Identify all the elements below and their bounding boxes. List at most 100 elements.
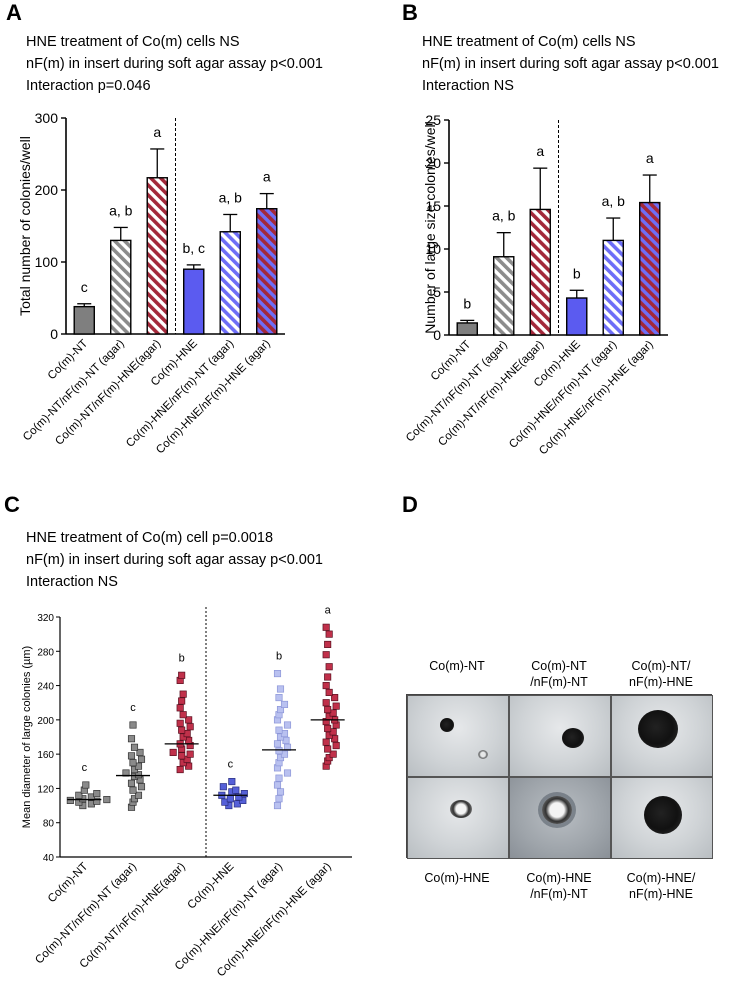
y-tick-label: 15 (425, 198, 441, 214)
significance-letter: c (82, 762, 88, 774)
data-point (273, 740, 282, 748)
data-point (329, 750, 337, 758)
colony-image (562, 728, 584, 748)
chart-c: 40 80 120 160 200 240 280 320 Mean diameter of l… (21, 604, 352, 979)
data-point (332, 702, 340, 710)
data-point (273, 802, 282, 810)
micro-label-top-3: Co(m)-NT/ nF(m)-HNE (629, 659, 693, 689)
x-tick-label: Co(m)-HNE (185, 860, 236, 911)
micrograph-nt (407, 695, 509, 777)
data-point (322, 651, 330, 659)
significance-letter: b (573, 265, 581, 281)
significance-letter: c (81, 279, 88, 295)
y-tick-label: 200 (35, 182, 59, 198)
data-point (322, 682, 330, 690)
bar (256, 208, 278, 335)
panel-a-caption-line-1: HNE treatment of Co(m) cells NS (26, 34, 240, 50)
data-point (134, 791, 143, 799)
panel-b-caption-line-3: Interaction NS (422, 78, 514, 94)
y-tick-label: 5 (433, 284, 441, 300)
y-tick-label: 25 (425, 112, 441, 128)
data-point (276, 706, 285, 714)
significance-letter: a (325, 604, 332, 616)
data-point (186, 723, 194, 731)
y-tick-label: 40 (43, 853, 55, 864)
colony-image (478, 750, 488, 759)
data-point (185, 716, 193, 724)
data-point (324, 640, 332, 648)
bar (493, 256, 515, 336)
data-point (176, 704, 184, 712)
significance-letter: b, c (182, 240, 205, 256)
panel-c-caption-line-3: Interaction NS (26, 574, 118, 590)
panel-b-caption-line-2: nF(m) in insert during soft agar assay p… (422, 56, 719, 72)
bar (602, 239, 624, 336)
panel-letter-a: A (6, 0, 22, 25)
colony-image (644, 796, 682, 834)
y-tick-label: 240 (37, 682, 54, 693)
y-tick-label: 0 (433, 327, 441, 343)
data-point (324, 706, 332, 714)
data-point (324, 745, 332, 753)
data-point (332, 742, 340, 750)
y-tick-label: 100 (35, 254, 59, 270)
data-point (176, 766, 184, 774)
data-point (129, 786, 137, 794)
y-tick-label: 80 (43, 819, 55, 830)
micrograph-hne-nf-hne (611, 777, 713, 859)
significance-letter: a (536, 143, 544, 159)
data-point (127, 735, 136, 743)
data-point (275, 726, 283, 734)
data-point (137, 755, 146, 763)
data-point (93, 797, 101, 805)
bar (73, 305, 95, 335)
bar (219, 231, 241, 335)
y-axis-label: Number of large size colonies/well (422, 121, 438, 333)
data-point (179, 711, 187, 719)
data-point (178, 697, 186, 705)
significance-letter: b (276, 651, 282, 663)
micro-label-bottom-2: Co(m)-HNE /nF(m)-NT (526, 871, 592, 901)
y-tick-label: 120 (37, 784, 54, 795)
y-axis-label: Total number of colonies/well (17, 136, 33, 316)
data-point (322, 699, 330, 707)
data-point (275, 694, 283, 702)
x-tick-label: Co(m)-NT (46, 861, 91, 906)
colony-image (638, 710, 678, 748)
panel-b-caption-line-1: HNE treatment of Co(m) cells NS (422, 34, 636, 50)
significance-letter: a (646, 150, 654, 166)
micrograph-hne (407, 777, 509, 859)
data-point (82, 781, 90, 789)
colony-image (450, 800, 472, 818)
panel-letter-b: B (402, 0, 418, 25)
data-point (331, 694, 339, 702)
panel-a-caption-line-2: nF(m) in insert during soft agar assay p… (26, 56, 323, 72)
x-tick-label: Co(m)-NT/nF(m)-HNE(agar) (78, 861, 188, 971)
bar (183, 268, 205, 335)
data-point (169, 748, 177, 756)
bar (639, 201, 661, 336)
significance-letter: a, b (492, 208, 516, 224)
data-point (178, 671, 186, 679)
significance-letter: b (463, 295, 471, 311)
colony-image (440, 718, 454, 732)
data-point (178, 752, 186, 760)
panel-b-caption: HNE treatment of Co(m) cells NS nF(m) in… (422, 31, 719, 97)
data-point (127, 779, 136, 787)
data-point (226, 795, 234, 803)
data-point (273, 781, 282, 789)
bar (456, 322, 478, 336)
significance-letter: a, b (109, 202, 133, 218)
data-point (275, 795, 283, 803)
significance-letter: a (263, 169, 271, 185)
data-point (232, 786, 240, 794)
micrograph-nt-nf-hne (611, 695, 713, 777)
data-point (228, 778, 236, 786)
significance-letter: c (130, 702, 136, 714)
data-point (283, 769, 292, 777)
micro-label-bottom-1: Co(m)-HNE (424, 871, 490, 885)
data-point (280, 700, 289, 708)
data-point (134, 771, 143, 779)
data-point (127, 752, 136, 760)
